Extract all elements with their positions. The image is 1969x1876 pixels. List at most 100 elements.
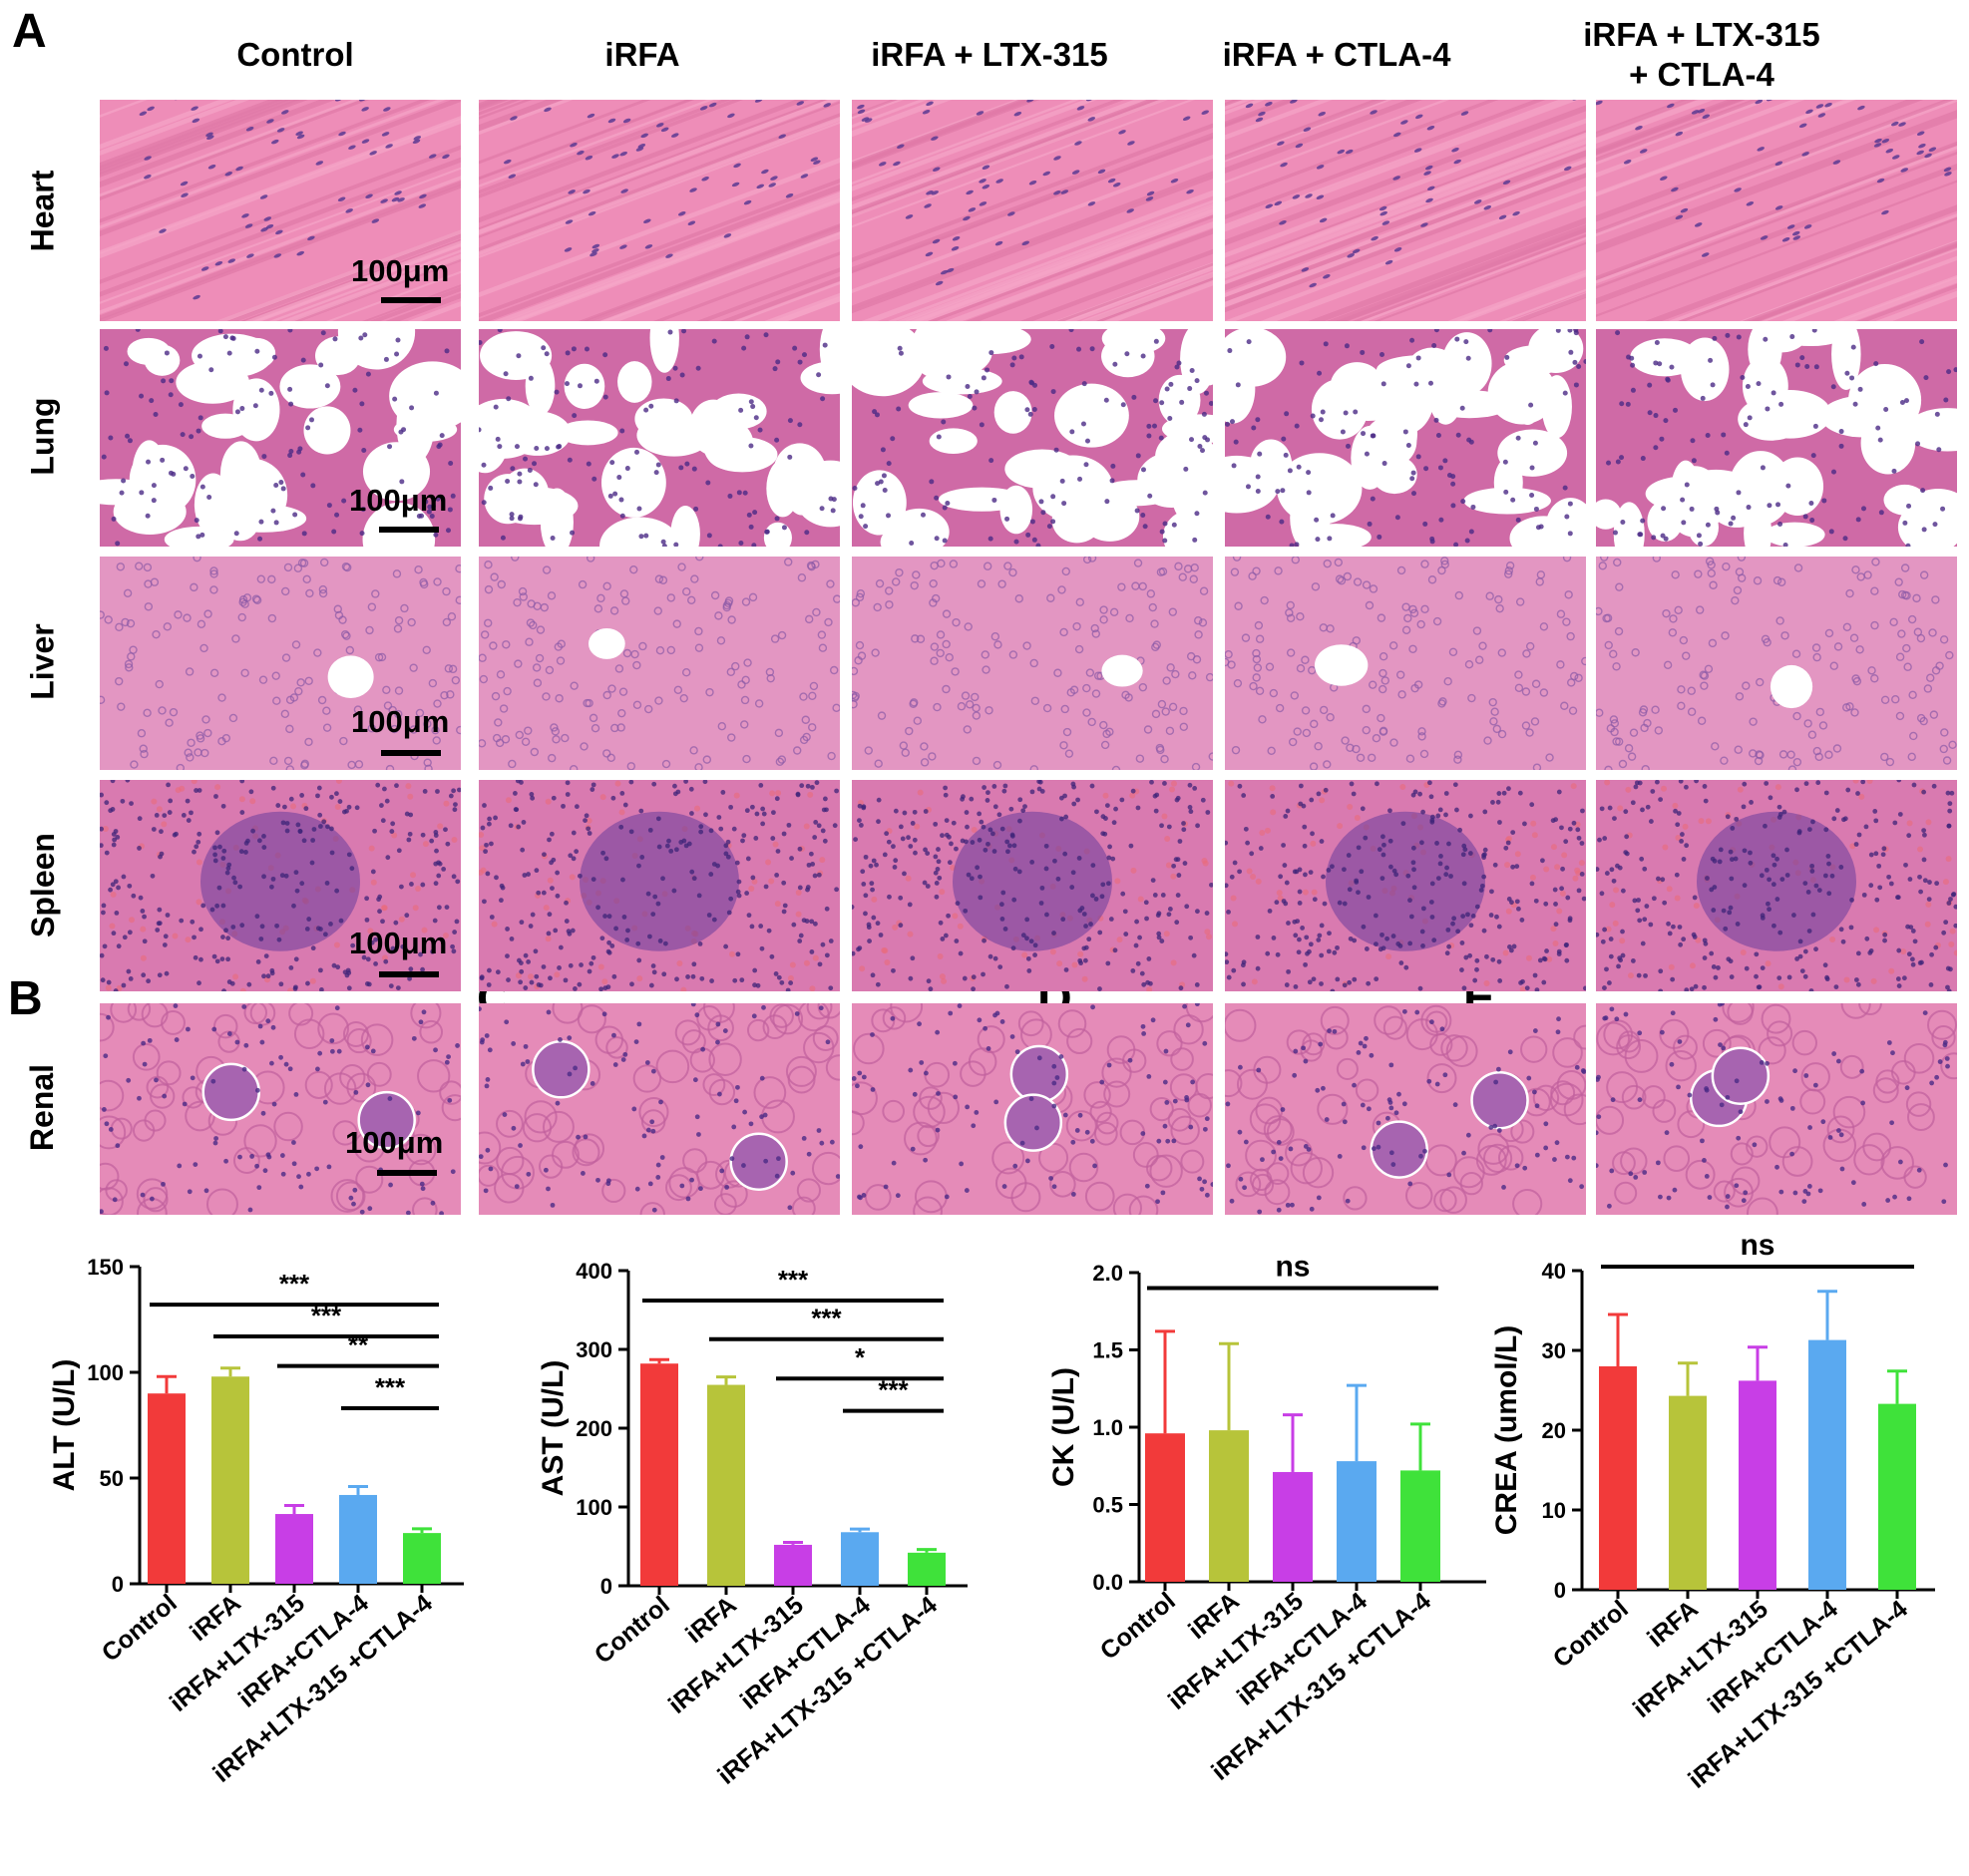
significance-label: *** <box>878 1375 909 1405</box>
bar <box>1337 1461 1377 1582</box>
bar <box>1739 1380 1776 1590</box>
micrograph-lung-2 <box>852 329 1213 547</box>
y-tick-label: 0 <box>1554 1578 1566 1603</box>
scale-bar-label-liver: 100μm <box>351 704 450 739</box>
y-tick-label: 50 <box>100 1466 124 1491</box>
panel-letter-b: B <box>8 972 43 1025</box>
y-axis-label: ALT (U/L) <box>48 1359 81 1492</box>
bar <box>1878 1403 1916 1590</box>
micrograph-renal-1 <box>479 1003 840 1215</box>
y-tick-label: 1.5 <box>1092 1338 1123 1363</box>
scale-bar-heart <box>381 297 441 303</box>
micrograph-heart-4 <box>1596 100 1957 321</box>
significance-label: *** <box>279 1269 310 1299</box>
bar <box>1273 1471 1313 1582</box>
y-tick-label: 100 <box>576 1495 612 1520</box>
category-label: iRFA <box>1642 1595 1704 1653</box>
micrograph-lung-1 <box>479 329 840 547</box>
significance-label: *** <box>311 1301 342 1330</box>
micrograph-lung-3 <box>1225 329 1586 547</box>
category-label: Control <box>1095 1587 1181 1666</box>
y-tick-label: 400 <box>576 1259 612 1284</box>
bar <box>1669 1395 1707 1590</box>
bar <box>1599 1366 1637 1590</box>
micrograph-liver-1 <box>479 557 840 770</box>
scale-bar-label-renal: 100μm <box>345 1125 444 1160</box>
bar <box>1808 1339 1846 1590</box>
micrograph-lung-4 <box>1596 329 1957 547</box>
category-label: Control <box>590 1591 675 1670</box>
bar <box>707 1384 745 1586</box>
column-header-irfa-ltx315: iRFA + LTX-315 <box>871 36 1108 73</box>
micrograph-renal-4 <box>1596 1003 1957 1215</box>
scale-bar-renal <box>377 1170 437 1176</box>
significance-label: ns <box>1740 1237 1774 1262</box>
significance-label: *** <box>778 1265 809 1295</box>
micrograph-renal-3 <box>1225 1003 1586 1215</box>
micrograph-spleen-4 <box>1596 780 1957 991</box>
y-tick-label: 0.5 <box>1092 1493 1123 1518</box>
row-header-heart: Heart <box>24 170 61 251</box>
micrograph-heart-3 <box>1225 100 1586 321</box>
y-tick-label: 0 <box>600 1574 612 1599</box>
micrograph-spleen-1 <box>479 780 840 991</box>
micrograph-heart-2 <box>852 100 1213 321</box>
scale-bar-spleen <box>379 971 439 977</box>
micrograph-spleen-0 <box>100 780 461 991</box>
column-header-irfa-ltx315-ctla4: iRFA + LTX-315 + CTLA-4 <box>1583 16 1820 93</box>
bar <box>403 1533 441 1584</box>
micrograph-liver-3 <box>1225 557 1586 770</box>
scale-bar-liver <box>381 750 441 756</box>
significance-label: *** <box>811 1304 842 1333</box>
column-header-irfa: iRFA <box>604 36 680 73</box>
scale-bar-label-spleen: 100μm <box>349 926 448 960</box>
bar <box>841 1532 879 1586</box>
bar <box>148 1393 186 1584</box>
y-tick-label: 20 <box>1542 1418 1566 1443</box>
significance-label: ** <box>348 1330 369 1360</box>
row-header-spleen: Spleen <box>24 832 61 938</box>
bar <box>1145 1433 1185 1582</box>
y-tick-label: 100 <box>87 1360 124 1385</box>
y-axis-label: CK (U/L) <box>1047 1367 1080 1487</box>
y-tick-label: 2.0 <box>1092 1261 1123 1286</box>
scale-bar-label-heart: 100μm <box>351 253 450 288</box>
y-tick-label: 150 <box>87 1255 124 1280</box>
column-header-irfa-ctla4: iRFA + CTLA-4 <box>1222 36 1451 73</box>
micrograph-heart-1 <box>479 100 840 321</box>
category-label: Control <box>1548 1595 1634 1674</box>
y-tick-label: 0.0 <box>1092 1570 1123 1595</box>
y-tick-label: 40 <box>1542 1259 1566 1284</box>
panel-letter-a: A <box>12 5 47 58</box>
micrograph-lung-0 <box>100 329 461 547</box>
micrograph-renal-2 <box>852 1003 1213 1215</box>
chart-ck: 0.00.51.01.52.0CK (U/L)Control iRFAiRFA+L… <box>1047 1251 1486 1786</box>
row-header-liver: Liver <box>24 622 61 700</box>
micrograph-renal-0 <box>100 1003 461 1215</box>
micrograph-spleen-2 <box>852 780 1213 991</box>
column-header-control: Control <box>236 36 354 73</box>
y-axis-label: AST (U/L) <box>537 1360 570 1497</box>
bar <box>1209 1430 1249 1582</box>
row-header-renal: Renal <box>24 1063 61 1152</box>
micrograph-spleen-3 <box>1225 780 1586 991</box>
micrograph-liver-0 <box>100 557 461 770</box>
bar <box>275 1514 313 1584</box>
bar <box>211 1376 249 1584</box>
bar <box>640 1363 678 1586</box>
bar <box>1400 1470 1440 1582</box>
row-header-lung: Lung <box>24 396 61 476</box>
y-tick-label: 300 <box>576 1337 612 1362</box>
bar <box>339 1494 377 1584</box>
bar <box>908 1552 946 1586</box>
significance-label: *** <box>375 1372 406 1402</box>
y-tick-label: 10 <box>1542 1498 1566 1523</box>
micrograph-liver-2 <box>852 557 1213 770</box>
y-tick-label: 200 <box>576 1416 612 1441</box>
category-label: Control <box>97 1589 183 1668</box>
significance-label: ns <box>1275 1251 1310 1284</box>
bar <box>774 1544 812 1586</box>
y-axis-label: CREA (umol/L) <box>1490 1325 1523 1536</box>
